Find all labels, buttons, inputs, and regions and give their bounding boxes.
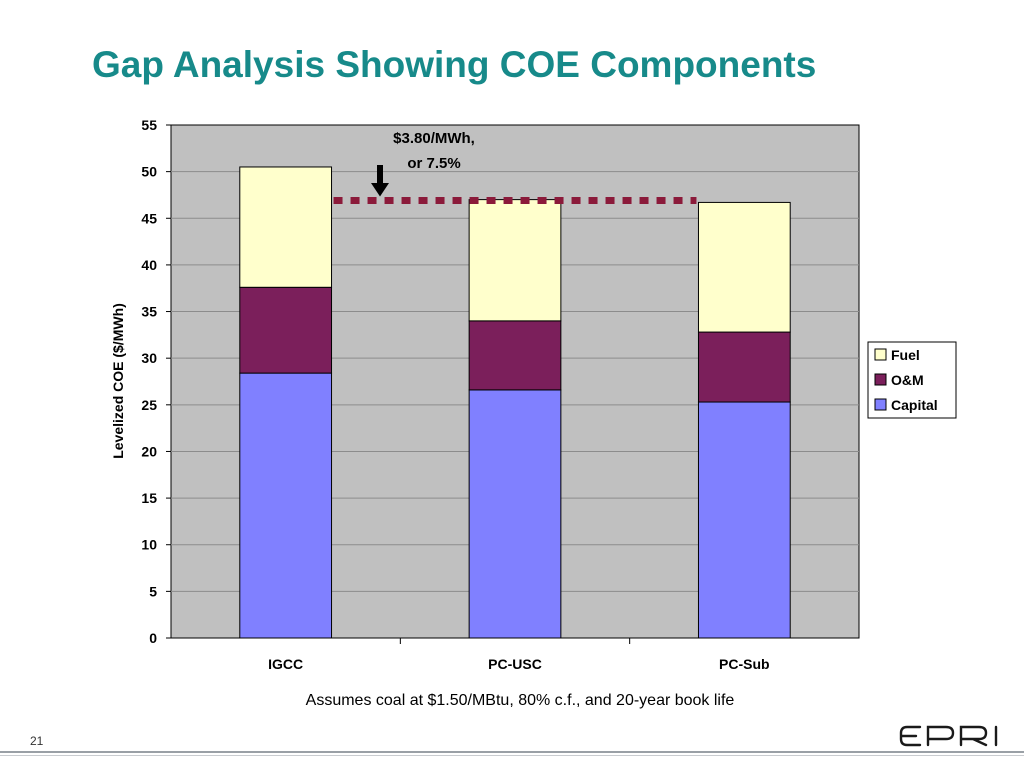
gap-annotation: $3.80/MWh, or 7.5% bbox=[333, 130, 697, 204]
y-tick-label: 15 bbox=[141, 490, 157, 506]
y-axis-label: Levelized COE ($/MWh) bbox=[110, 303, 126, 459]
legend-swatch-capital bbox=[874, 398, 887, 411]
x-axis-labels: IGCC PC-USC PC-Sub bbox=[268, 638, 770, 672]
y-tick-label: 0 bbox=[149, 630, 157, 646]
arrow-head bbox=[371, 183, 389, 197]
legend: Fuel O&M Capital bbox=[867, 341, 957, 419]
annotation-label-line-1: $3.80/MWh, bbox=[393, 130, 475, 147]
annotation-arrow-icon bbox=[371, 165, 389, 197]
x-tick-label: PC-USC bbox=[488, 656, 542, 672]
bar-segment-o-m-igcc bbox=[239, 286, 333, 374]
bar-segment-fuel-pc-usc bbox=[468, 199, 562, 322]
y-tick-label: 5 bbox=[149, 583, 157, 599]
y-tick-label: 50 bbox=[141, 164, 157, 180]
annotation-label-line-2: or 7.5% bbox=[407, 155, 460, 172]
slide-title: Gap Analysis Showing COE Components bbox=[92, 44, 817, 85]
bar-segment-capital-igcc bbox=[239, 372, 333, 639]
slide-number: 21 bbox=[30, 734, 44, 748]
legend-swatch-fuel bbox=[874, 348, 887, 361]
bars bbox=[239, 166, 791, 639]
bar-segment-fuel-pc-sub bbox=[697, 201, 791, 333]
bar-segment-o-m-pc-sub bbox=[697, 331, 791, 403]
bar-segment-capital-pc-usc bbox=[468, 389, 562, 639]
legend-label-o-m: O&M bbox=[891, 372, 924, 388]
y-tick-label: 55 bbox=[141, 117, 157, 133]
y-tick-label: 25 bbox=[141, 397, 157, 413]
x-tick-label: IGCC bbox=[268, 656, 303, 672]
legend-swatch-o-m bbox=[874, 373, 887, 386]
footer-rule bbox=[0, 751, 1024, 753]
epri-logo bbox=[899, 725, 998, 747]
y-tick-label: 40 bbox=[141, 257, 157, 273]
legend-label-fuel: Fuel bbox=[891, 347, 920, 363]
footnote: Assumes coal at $1.50/MBtu, 80% c.f., an… bbox=[305, 692, 735, 709]
y-tick-label: 35 bbox=[141, 304, 157, 320]
y-tick-label: 30 bbox=[141, 350, 157, 366]
bar-segment-o-m-pc-usc bbox=[468, 320, 562, 391]
x-tick-label: PC-Sub bbox=[719, 656, 770, 672]
bar-segment-fuel-igcc bbox=[239, 166, 333, 288]
y-tick-label: 10 bbox=[141, 537, 157, 553]
bar-segment-capital-pc-sub bbox=[697, 401, 791, 639]
legend-label-capital: Capital bbox=[891, 397, 938, 413]
y-tick-label: 20 bbox=[141, 443, 157, 459]
footer-rule-secondary bbox=[0, 755, 1024, 756]
y-tick-label: 45 bbox=[141, 210, 157, 226]
arrow-shaft bbox=[377, 165, 383, 183]
y-axis-ticks: 0 5 10 15 20 25 30 35 40 45 50 55 bbox=[141, 117, 171, 646]
